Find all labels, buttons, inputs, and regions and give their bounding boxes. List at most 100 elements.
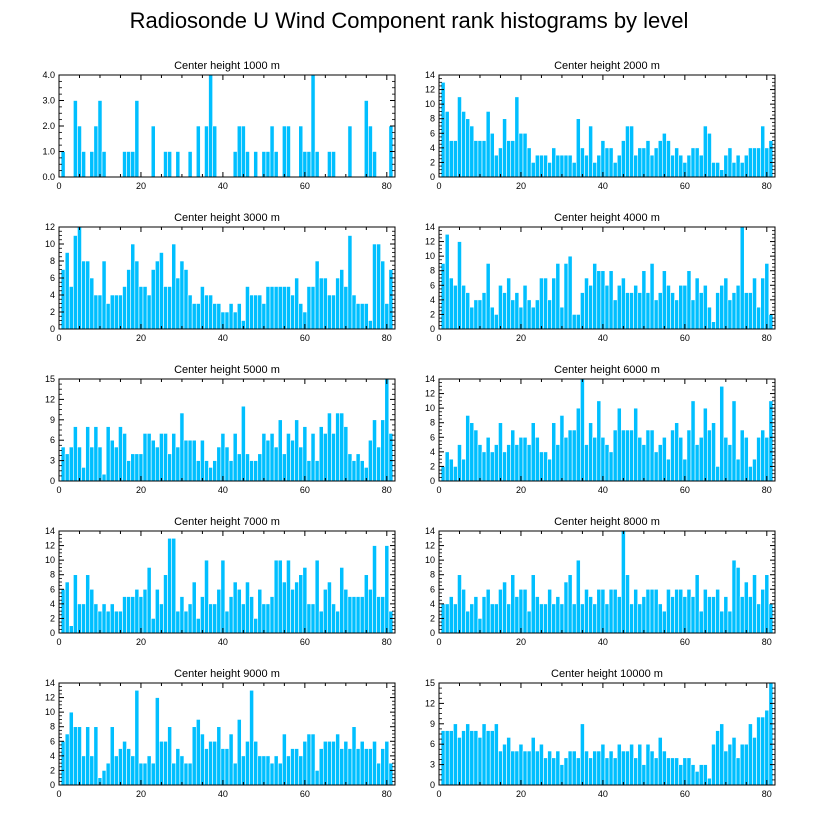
histogram-bar (335, 277, 340, 330)
histogram-bar (739, 226, 745, 330)
x-tick-label: 40 (218, 789, 228, 799)
histogram-bar (571, 162, 577, 178)
histogram-bar (331, 294, 336, 330)
histogram-bar (637, 743, 643, 786)
histogram-bar (105, 426, 111, 482)
y-tick-label: 14 (45, 678, 55, 688)
histogram-bar (261, 603, 267, 634)
histogram-bar (719, 610, 725, 634)
histogram-bar (571, 314, 577, 330)
x-tick-label: 80 (762, 789, 772, 799)
y-tick-label: 6 (430, 128, 435, 138)
y-tick-label: 12 (45, 693, 55, 703)
histogram-bar (85, 260, 91, 330)
histogram-bar (444, 111, 450, 178)
histogram-bar (592, 603, 598, 634)
histogram-bar (159, 252, 164, 330)
panel-title: Center height 8000 m (554, 516, 660, 528)
histogram-bar (723, 750, 729, 786)
histogram-bar (253, 151, 259, 178)
histogram-bar (93, 603, 99, 634)
histogram-bar (241, 405, 246, 482)
histogram-bar (711, 596, 716, 634)
histogram-bar (756, 306, 761, 330)
histogram-bar (485, 263, 491, 330)
histogram-bar (384, 545, 390, 634)
x-tick-label: 20 (516, 789, 526, 799)
histogram-bar (212, 303, 218, 330)
histogram-bar (130, 453, 136, 482)
histogram-bar (118, 748, 123, 786)
histogram-bar (228, 596, 234, 634)
histogram-bar (457, 737, 462, 786)
histogram-bar (314, 151, 320, 178)
histogram-bar (690, 764, 696, 786)
y-tick-label: 2 (50, 613, 55, 623)
histogram-bar (146, 433, 152, 482)
histogram-bar (653, 147, 659, 178)
y-tick-label: 6 (430, 739, 435, 749)
histogram-bar (359, 596, 365, 634)
histogram-bar (290, 588, 295, 634)
histogram-bar (584, 444, 589, 482)
panel-3: Center height 3000 m 0 20 40 60 80 0 2 4 6 8 10 12 (45, 212, 396, 343)
histogram-bar (253, 294, 259, 330)
histogram-bar (707, 596, 712, 634)
histogram-bar (249, 596, 254, 634)
histogram-bar (77, 226, 82, 330)
histogram-bar (625, 574, 630, 634)
histogram-bar (600, 270, 606, 330)
histogram-bar (674, 299, 680, 330)
histogram-bar (506, 140, 512, 178)
histogram-bar (187, 294, 193, 330)
histogram-bar (621, 277, 626, 330)
histogram-bar (81, 467, 86, 482)
histogram-bar (563, 436, 569, 482)
histogram-bar (187, 603, 193, 634)
histogram-bar (134, 453, 140, 482)
histogram-bar (200, 733, 205, 786)
x-tick-label: 60 (680, 181, 690, 191)
y-tick-label: 10 (425, 99, 435, 109)
histogram-bar (171, 762, 177, 786)
histogram-bar (522, 284, 528, 330)
y-tick-label: 2.0 (42, 121, 55, 131)
histogram-bar (114, 610, 119, 634)
histogram-bar (216, 726, 222, 786)
histogram-bar (555, 263, 561, 330)
histogram-bar (306, 603, 312, 634)
y-tick-label: 2 (430, 309, 435, 319)
histogram-bar (604, 147, 610, 178)
panel-6: Center height 6000 m 0 20 40 60 80 0 2 4 6 8 10 12 14 (425, 364, 776, 495)
histogram-bar (641, 444, 647, 482)
histogram-bar (698, 154, 704, 178)
x-tick-label: 20 (136, 181, 146, 191)
histogram-bar (543, 277, 548, 330)
histogram-bar (376, 762, 381, 786)
histogram-bar (715, 466, 720, 482)
histogram-bar (760, 588, 766, 634)
histogram-bar (376, 596, 381, 634)
histogram-bar (167, 726, 172, 786)
histogram-bar (694, 444, 700, 482)
histogram-bar (645, 292, 651, 330)
histogram-bar (559, 764, 565, 786)
histogram-bar (649, 588, 655, 634)
histogram-bar (612, 162, 618, 178)
histogram-bar (645, 429, 651, 482)
histogram-bar (179, 596, 185, 634)
histogram-bar (526, 147, 532, 178)
histogram-bar (563, 263, 569, 330)
histogram-bar (77, 125, 82, 178)
histogram-bar (653, 299, 659, 330)
histogram-bar (539, 603, 544, 634)
histogram-bar (543, 757, 548, 786)
histogram-bar (302, 740, 308, 786)
y-tick-label: 12 (425, 541, 435, 551)
histogram-bar (306, 460, 312, 482)
x-tick-label: 0 (56, 637, 61, 647)
histogram-bar (134, 588, 140, 634)
histogram-bar (355, 303, 361, 330)
histogram-bar (625, 292, 630, 330)
histogram-bar (539, 277, 544, 330)
